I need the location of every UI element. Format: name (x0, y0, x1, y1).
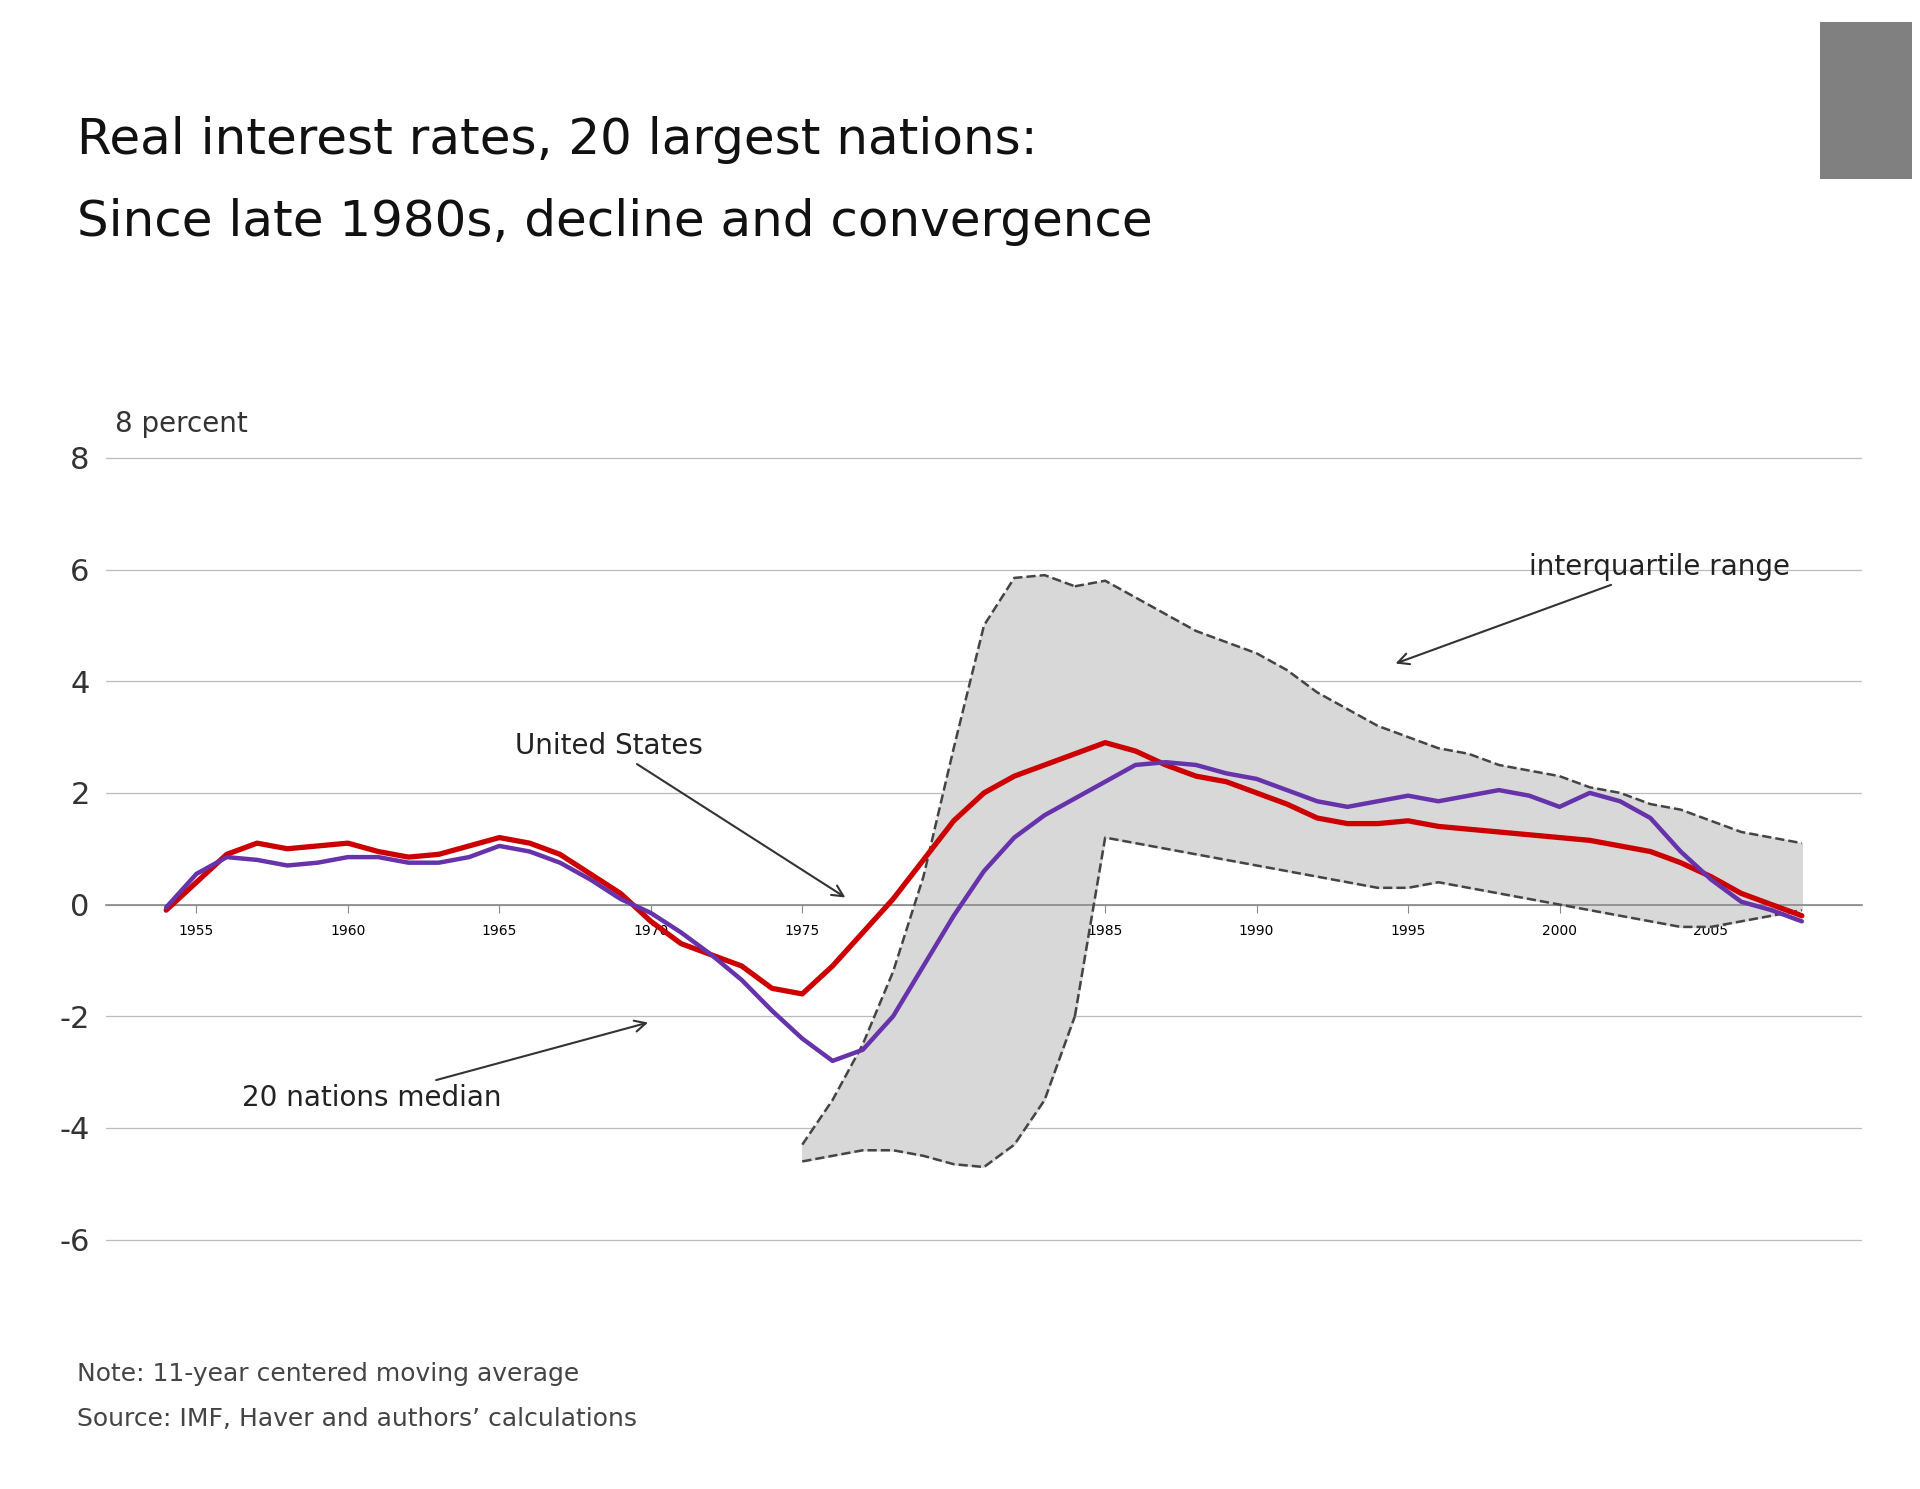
Text: interquartile range: interquartile range (1398, 552, 1789, 664)
Text: Since late 1980s, decline and convergence: Since late 1980s, decline and convergenc… (77, 198, 1152, 246)
Text: 8 percent: 8 percent (115, 411, 248, 438)
Text: 20 nations median: 20 nations median (242, 1021, 645, 1112)
Text: Real interest rates, 20 largest nations:: Real interest rates, 20 largest nations: (77, 116, 1037, 164)
Text: United States: United States (515, 731, 843, 896)
Text: Note: 11-year centered moving average: Note: 11-year centered moving average (77, 1362, 580, 1386)
Text: Source: IMF, Haver and authors’ calculations: Source: IMF, Haver and authors’ calculat… (77, 1407, 637, 1431)
Text: 2: 2 (1843, 70, 1889, 131)
